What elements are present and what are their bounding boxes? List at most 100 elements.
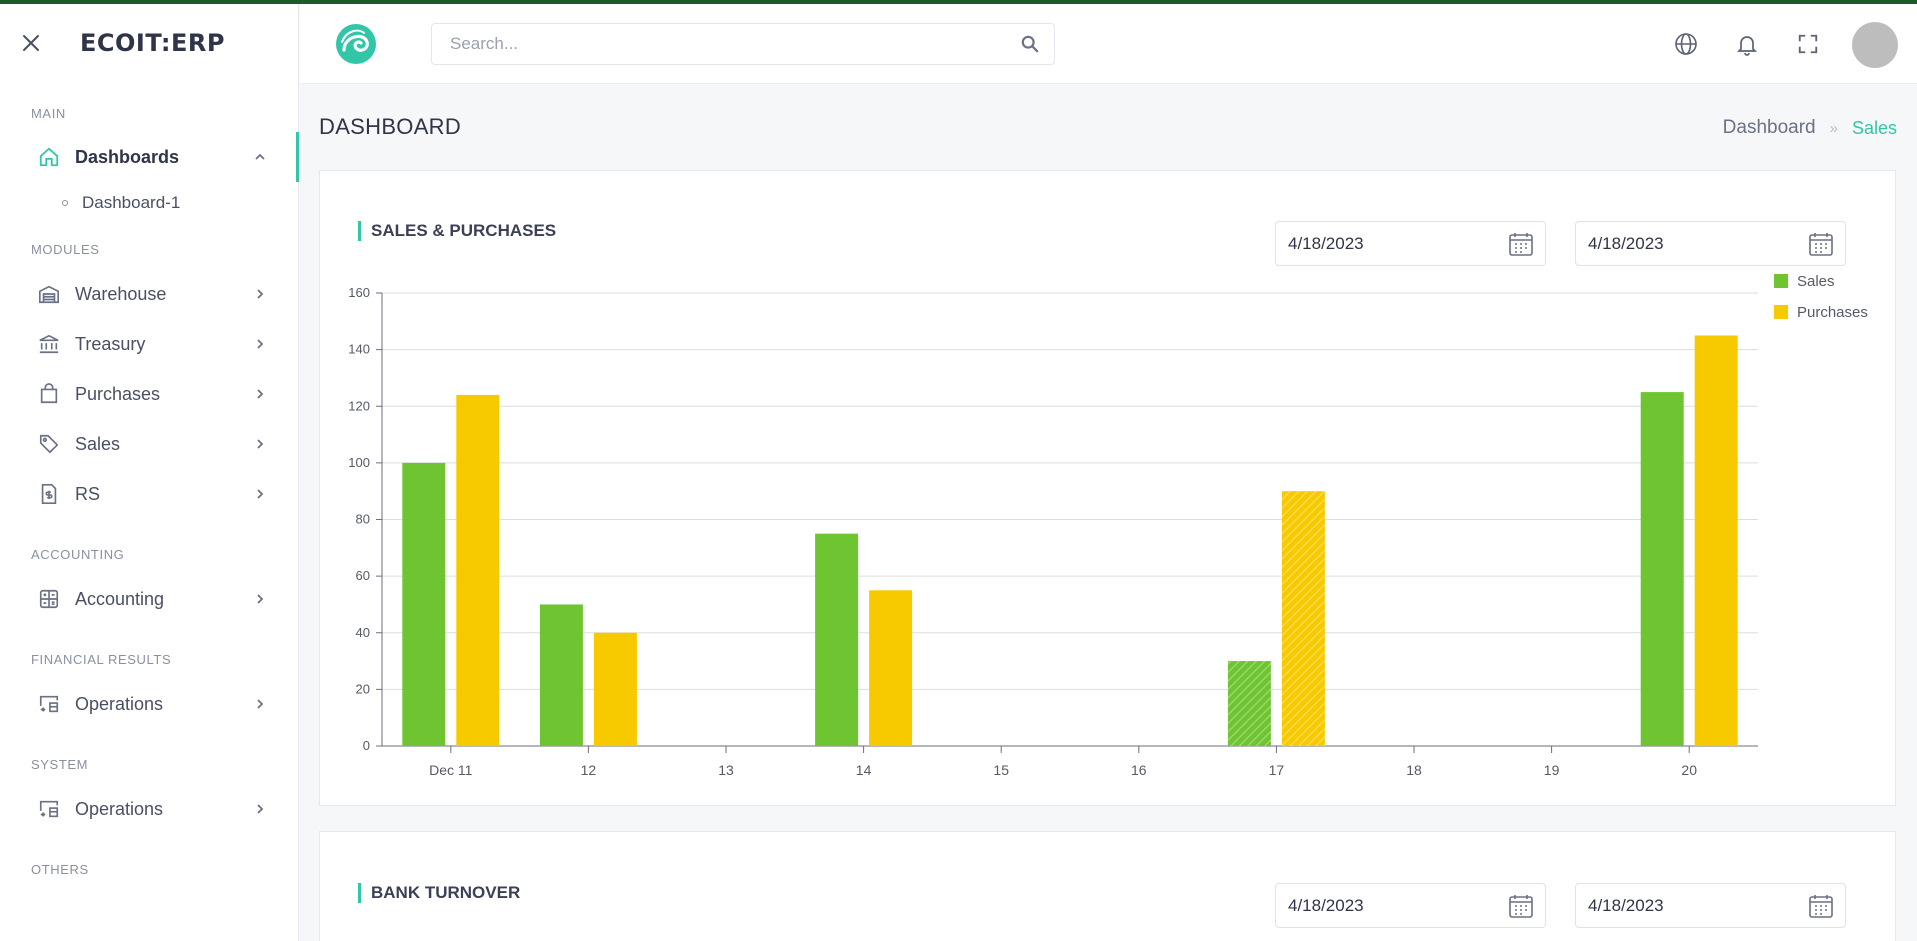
shopping-bag-icon bbox=[37, 382, 61, 406]
x-tick-label: Dec 11 bbox=[429, 762, 473, 778]
user-avatar[interactable] bbox=[1852, 22, 1898, 68]
home-icon bbox=[37, 145, 61, 169]
sidebar-item-dashboards[interactable]: Dashboards bbox=[0, 132, 299, 182]
sidebar-subitem-dashboard-1[interactable]: Dashboard-1 bbox=[0, 182, 298, 224]
fullscreen-button[interactable] bbox=[1794, 30, 1822, 58]
chevron-right-icon bbox=[252, 488, 268, 500]
bullet-icon bbox=[62, 200, 68, 206]
y-tick-label: 80 bbox=[356, 512, 370, 527]
search-box bbox=[431, 23, 1055, 65]
x-tick-label: 15 bbox=[993, 762, 1009, 778]
bar-purchases bbox=[593, 632, 637, 746]
chevron-right-icon bbox=[252, 593, 268, 605]
language-button[interactable] bbox=[1672, 30, 1700, 58]
sidebar-item-warehouse[interactable]: Warehouse bbox=[0, 269, 298, 319]
sidebar-item-accounting[interactable]: Accounting bbox=[0, 574, 298, 624]
sidebar-subitem-label: Dashboard-1 bbox=[82, 193, 181, 212]
bar-purchases bbox=[1694, 335, 1738, 746]
x-tick-label: 14 bbox=[856, 762, 872, 778]
breadcrumb: Dashboard » Sales bbox=[1723, 117, 1897, 139]
bank-icon bbox=[37, 332, 61, 356]
x-tick-label: 13 bbox=[718, 762, 734, 778]
bar-purchases bbox=[456, 394, 500, 746]
y-tick-label: 160 bbox=[348, 285, 370, 300]
chevron-right-icon bbox=[252, 388, 268, 400]
chevron-right-icon bbox=[252, 338, 268, 350]
sidebar-item-label: Purchases bbox=[75, 383, 161, 404]
calculator-icon bbox=[37, 587, 61, 611]
date-from-picker[interactable]: 4/18/2023 bbox=[1275, 883, 1546, 928]
chevron-right-icon bbox=[252, 698, 268, 710]
breadcrumb-current: Sales bbox=[1851, 117, 1897, 138]
calendar-icon bbox=[1797, 231, 1845, 257]
sales-purchases-chart: 0 20 40 60 80 100 120 140 160 Dec 11 12 13 14 15 16 17 1… bbox=[348, 273, 1868, 778]
bar-sales bbox=[402, 462, 446, 746]
card-title: SALES & PURCHASES bbox=[358, 221, 556, 241]
x-tick-label: 17 bbox=[1269, 762, 1285, 778]
sidebar-item-rs[interactable]: RS bbox=[0, 469, 298, 519]
close-sidebar-button[interactable] bbox=[22, 34, 62, 52]
close-icon bbox=[23, 35, 39, 51]
x-tick-label: 12 bbox=[581, 762, 597, 778]
sidebar-item-label: Operations bbox=[75, 798, 164, 819]
bank-turnover-card: BANK TURNOVER 4/18/2023 4/18/2023 bbox=[319, 831, 1896, 941]
chevron-right-icon bbox=[252, 288, 268, 300]
top-header bbox=[300, 4, 1917, 84]
y-tick-label: 120 bbox=[348, 398, 370, 413]
section-modules: MODULES bbox=[31, 242, 100, 257]
y-tick-label: 140 bbox=[348, 342, 370, 357]
section-main: MAIN bbox=[31, 106, 66, 121]
legend-swatch-purchases bbox=[1774, 305, 1788, 319]
x-tick-label: 20 bbox=[1681, 762, 1697, 778]
date-to-picker[interactable]: 4/18/2023 bbox=[1575, 221, 1846, 266]
bell-icon bbox=[1736, 36, 1758, 56]
brand-name: ECOIT:ERP bbox=[80, 29, 225, 57]
bar-sales bbox=[1640, 392, 1684, 746]
date-value: 4/18/2023 bbox=[1588, 233, 1664, 253]
search-input[interactable] bbox=[432, 24, 1006, 64]
legend-label-sales: Sales bbox=[1797, 273, 1835, 290]
x-tick-label: 18 bbox=[1406, 762, 1422, 778]
date-from-picker[interactable]: 4/18/2023 bbox=[1275, 221, 1546, 266]
calendar-icon bbox=[1497, 893, 1545, 919]
invoice-dollar-icon bbox=[37, 482, 61, 506]
y-tick-label: 20 bbox=[356, 681, 370, 696]
chevron-up-icon bbox=[252, 151, 268, 163]
wave-logo-icon bbox=[336, 24, 376, 64]
section-others: OTHERS bbox=[31, 862, 89, 877]
bar-sales bbox=[815, 533, 859, 746]
chevron-right-icon bbox=[252, 438, 268, 450]
sidebar-item-label: Dashboards bbox=[75, 146, 180, 167]
bar-purchases bbox=[869, 590, 913, 746]
y-tick-label: 40 bbox=[356, 625, 370, 640]
page-title: DASHBOARD bbox=[319, 114, 462, 139]
date-value: 4/18/2023 bbox=[1288, 895, 1364, 915]
sidebar-item-label: Accounting bbox=[75, 588, 165, 609]
search-button[interactable] bbox=[1006, 35, 1054, 53]
sidebar-item-label: Operations bbox=[75, 693, 164, 714]
sidebar-item-treasury[interactable]: Treasury bbox=[0, 319, 298, 369]
y-tick-label: 0 bbox=[363, 738, 370, 753]
sidebar: ECOIT:ERP MAIN Dashboards Dashboard-1 MO… bbox=[0, 4, 299, 941]
sidebar-item-operations-system[interactable]: Operations bbox=[0, 784, 298, 834]
sidebar-header: ECOIT:ERP bbox=[0, 4, 298, 82]
sidebar-item-sales[interactable]: Sales bbox=[0, 419, 298, 469]
sales-purchases-card: SALES & PURCHASES 4/18/2023 4/18/2023 0 2… bbox=[319, 170, 1896, 806]
breadcrumb-separator-icon: » bbox=[1829, 119, 1838, 137]
section-accounting: ACCOUNTING bbox=[31, 547, 125, 562]
sidebar-item-purchases[interactable]: Purchases bbox=[0, 369, 298, 419]
y-tick-label: 60 bbox=[356, 568, 370, 583]
notifications-button[interactable] bbox=[1733, 30, 1761, 58]
breadcrumb-dashboard-link[interactable]: Dashboard bbox=[1722, 117, 1816, 138]
app-logo[interactable] bbox=[334, 22, 378, 66]
operations-icon bbox=[37, 797, 61, 821]
date-to-picker[interactable]: 4/18/2023 bbox=[1575, 883, 1846, 928]
sidebar-item-label: Warehouse bbox=[75, 283, 167, 304]
chevron-right-icon bbox=[252, 803, 268, 815]
legend-swatch-sales bbox=[1774, 274, 1788, 288]
date-value: 4/18/2023 bbox=[1588, 895, 1664, 915]
sidebar-item-operations-financial[interactable]: Operations bbox=[0, 679, 298, 729]
bar-sales bbox=[1227, 661, 1271, 746]
date-value: 4/18/2023 bbox=[1288, 233, 1364, 253]
section-financial-results: FINANCIAL RESULTS bbox=[31, 652, 172, 667]
